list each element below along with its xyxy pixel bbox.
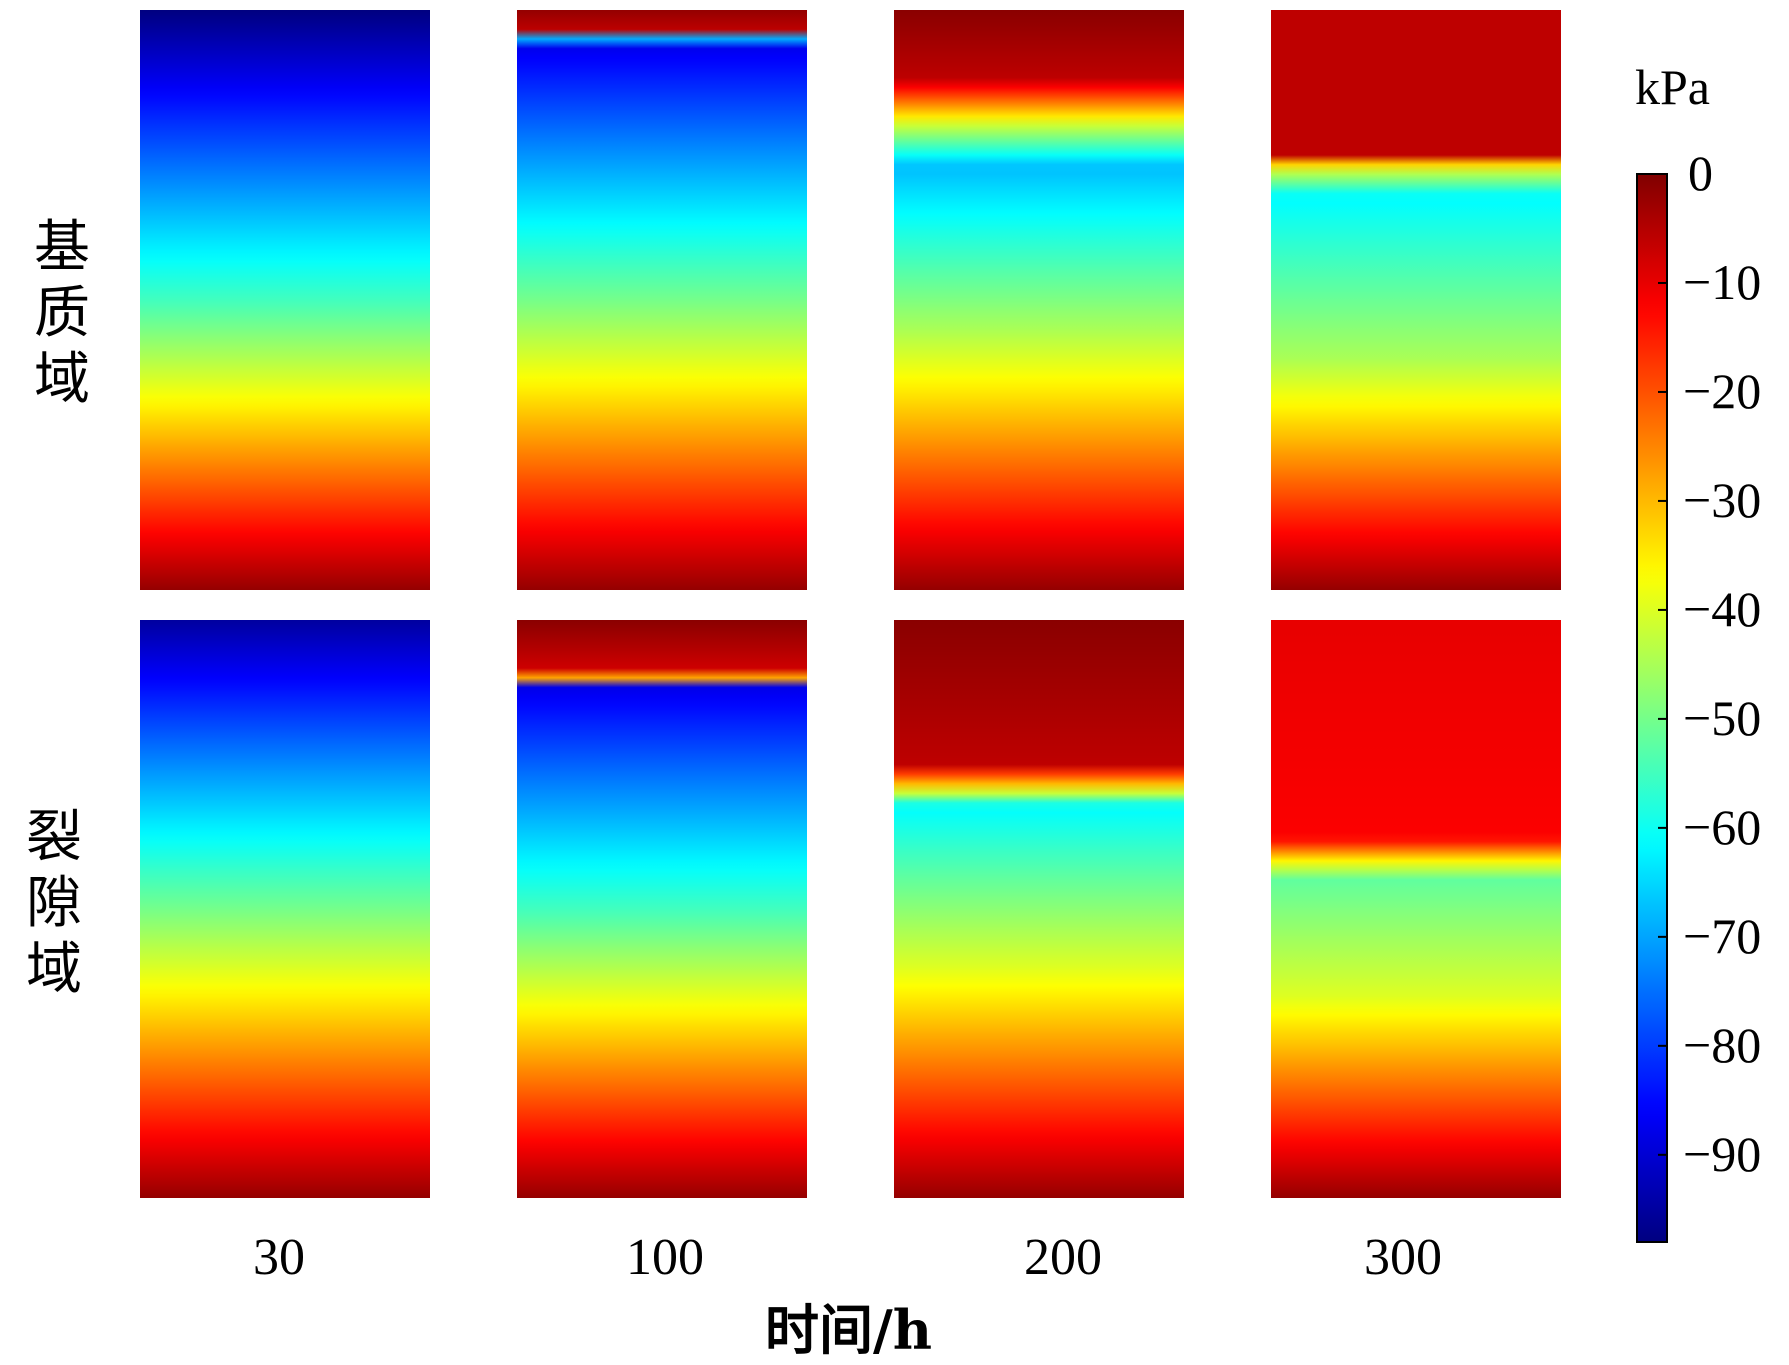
row-label-char: 隙: [26, 871, 82, 936]
colorbar-tick-label: −40: [1683, 580, 1762, 637]
heatmap-panels: [140, 10, 1561, 1198]
heatmap-panel-matrix-200h: [894, 10, 1184, 590]
colorbar-tick-label: −50: [1683, 689, 1762, 746]
colorbar-tick-label: −90: [1683, 1125, 1762, 1182]
colorbar-gradient: [1636, 173, 1668, 1243]
colorbar-unit-label: kPa: [1635, 59, 1710, 115]
row-label-char: 域: [34, 347, 90, 412]
heatmap-panel-fracture-200h: [894, 620, 1184, 1198]
column-label-100h: 100: [626, 1229, 704, 1286]
heatmap-panel-matrix-100h: [517, 10, 807, 590]
colorbar-tick-label: −60: [1683, 798, 1762, 855]
colorbar-tick-label: −10: [1683, 253, 1762, 310]
row-label-char: 基: [34, 215, 90, 280]
heatmap-panel-matrix-30h: [140, 10, 430, 590]
colorbar-tick-label: −20: [1683, 362, 1762, 419]
colorbar: [1636, 173, 1668, 1243]
column-label-30h: 30: [253, 1229, 305, 1286]
colorbar-tick-label: 0: [1688, 145, 1713, 201]
heatmap-panel-fracture-100h: [517, 620, 807, 1198]
row-label-char: 域: [26, 937, 82, 1002]
column-label-300h: 300: [1364, 1229, 1442, 1286]
row-label-matrix: 基 质 域: [22, 215, 102, 413]
row-label-char: 质: [34, 281, 90, 346]
heatmap-panel-fracture-30h: [140, 620, 430, 1198]
row-label-fracture: 裂 隙 域: [14, 805, 94, 1003]
column-label-200h: 200: [1024, 1229, 1102, 1286]
x-axis-label: 时间/h: [765, 1298, 932, 1362]
colorbar-tick-label: −30: [1683, 471, 1762, 528]
heatmap-panel-matrix-300h: [1271, 10, 1561, 590]
colorbar-tick-label: −70: [1683, 907, 1762, 964]
row-label-char: 裂: [26, 805, 82, 870]
heatmap-panel-fracture-300h: [1271, 620, 1561, 1198]
colorbar-tick-label: −80: [1683, 1016, 1762, 1073]
